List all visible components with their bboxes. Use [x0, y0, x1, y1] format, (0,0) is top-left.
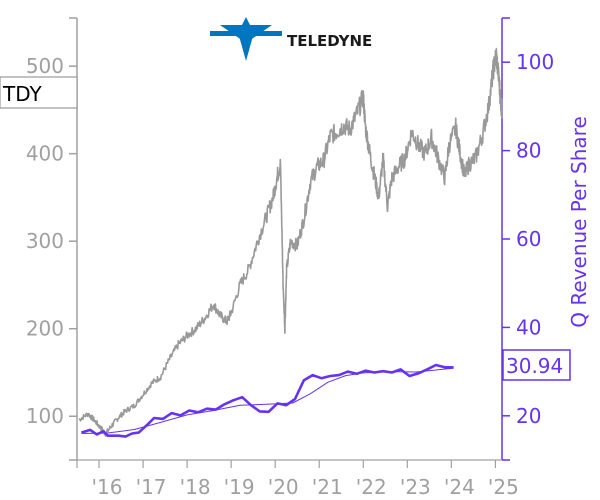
x-tick-label: '18: [180, 475, 211, 499]
x-tick-label: '22: [356, 475, 387, 499]
last-value-label: 30.94: [506, 354, 563, 378]
left-tick-label: 200: [26, 317, 64, 341]
right-axis: 20 40 60 80 100: [501, 17, 554, 461]
right-tick-label: 100: [516, 50, 554, 74]
x-tick-label: '20: [268, 475, 299, 499]
right-axis-label: Q Revenue Per Share: [567, 116, 591, 328]
revenue-trend-line: [81, 367, 454, 434]
x-axis: '16 '17 '18 '19 '20 '21 '22 '23 '24 '25: [76, 459, 519, 499]
left-tick-label: 300: [26, 229, 64, 253]
left-tick-label: 500: [26, 54, 64, 78]
logo-tail: [239, 36, 253, 61]
right-tick-label: 40: [516, 315, 541, 339]
x-tick-label: '25: [488, 475, 519, 499]
teledyne-logo: TELEDYNE: [210, 17, 372, 61]
logo-top: [242, 17, 250, 25]
revenue-series-line: [81, 363, 454, 438]
x-tick-label: '23: [400, 475, 431, 499]
left-tick-label: 400: [26, 142, 64, 166]
ticker-box: TDY: [0, 76, 78, 109]
logo-wing-right: [246, 25, 272, 43]
x-tick-label: '17: [136, 475, 167, 499]
ticker-label: TDY: [2, 82, 43, 106]
price-series-line: [78, 47, 503, 437]
left-axis: 100 200 300 400 500: [26, 17, 78, 461]
logo-wing-left: [220, 25, 246, 43]
right-tick-label: 80: [516, 139, 541, 163]
x-tick-label: '16: [92, 475, 123, 499]
left-tick-label: 100: [26, 404, 64, 428]
plot-area: [78, 47, 503, 438]
last-value-box: 30.94: [502, 349, 571, 381]
x-tick-label: '24: [444, 475, 475, 499]
right-tick-label: 60: [516, 227, 541, 251]
logo-wordmark: TELEDYNE: [287, 32, 372, 50]
x-tick-label: '21: [312, 475, 343, 499]
right-tick-label: 20: [516, 404, 541, 428]
x-tick-label: '19: [224, 475, 255, 499]
